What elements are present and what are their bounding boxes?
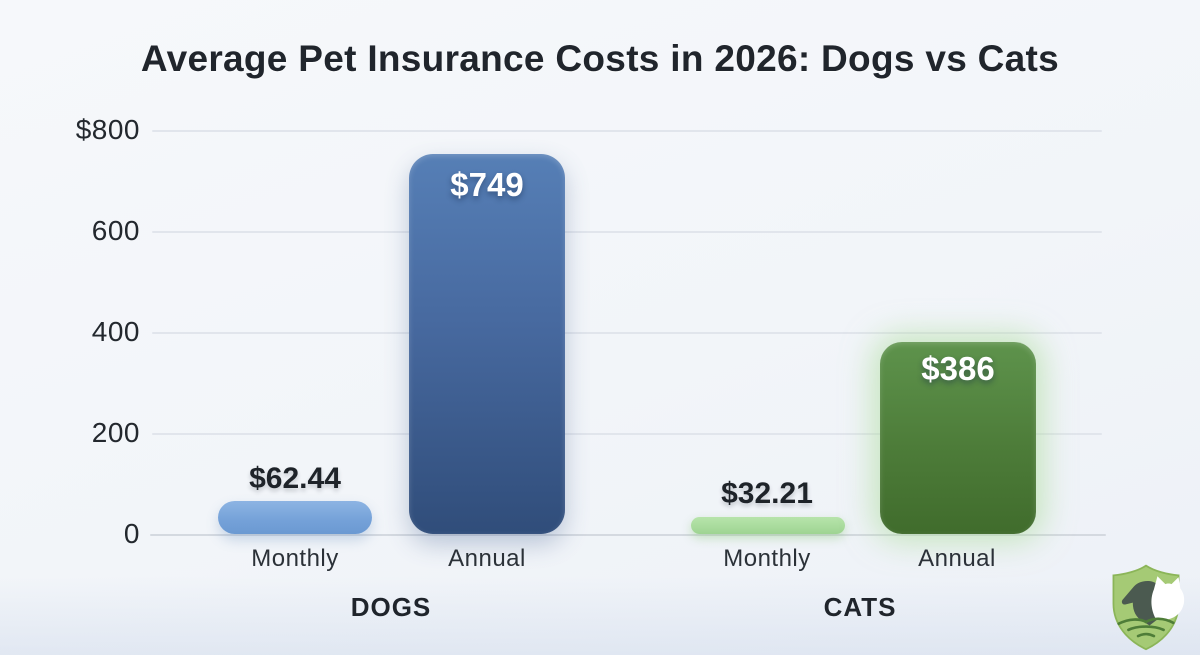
- x-label-cats-monthly: Monthly: [723, 545, 811, 572]
- x-label-dogs-monthly: Monthly: [251, 545, 339, 572]
- bar-cats-annual: [880, 342, 1036, 534]
- chart-title: Average Pet Insurance Costs in 2026: Dog…: [140, 38, 1060, 79]
- x-label-cats-annual: Annual: [918, 545, 996, 572]
- value-label-dogs-annual: $749: [450, 166, 524, 203]
- x-label-dogs-annual: Annual: [448, 545, 526, 572]
- gridline-400: [152, 332, 1102, 334]
- bar-dogs-annual: [409, 154, 565, 534]
- group-label-cats: CATS: [823, 592, 897, 622]
- gridline-200: [152, 433, 1102, 435]
- value-label-cats-monthly: $32.21: [721, 477, 813, 510]
- dog-icon: [1121, 580, 1161, 626]
- value-label-dogs-monthly: $62.44: [249, 462, 341, 495]
- grass-icon: [1117, 617, 1175, 638]
- bar-dogs-monthly: [218, 501, 372, 534]
- group-label-dogs: DOGS: [350, 592, 432, 622]
- value-label-cats-annual: $386: [921, 350, 995, 387]
- y-tick-label-400: 400: [91, 316, 140, 347]
- gridline-600: [152, 231, 1102, 233]
- gridline-800: [152, 130, 1102, 132]
- bar-cats-monthly: [691, 517, 845, 534]
- y-tick-label-600: 600: [91, 215, 140, 246]
- pet-shield-logo-icon: [1112, 564, 1185, 651]
- y-tick-label-200: 200: [91, 417, 140, 448]
- y-tick-label-800: $800: [75, 114, 140, 145]
- y-tick-label-0: 0: [123, 518, 140, 549]
- gridline-zero: [150, 534, 1106, 536]
- cat-icon: [1151, 576, 1185, 621]
